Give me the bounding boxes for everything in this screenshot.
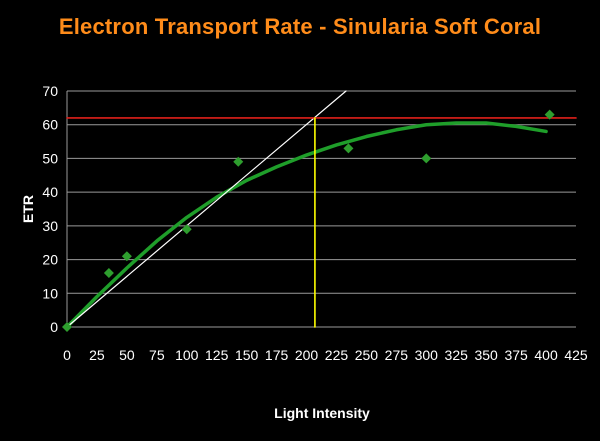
y-tick-label: 0 [50, 319, 58, 335]
series-line-1 [65, 121, 548, 329]
x-tick-label: 125 [205, 347, 229, 363]
series-line-2 [66, 90, 347, 328]
x-tick-label: 375 [504, 347, 528, 363]
y-tick-labels: 0 10 20 30 40 50 60 70 [42, 83, 58, 335]
data-point [421, 153, 432, 164]
x-tick-label: 300 [415, 347, 439, 363]
x-tick-label: 0 [63, 347, 71, 363]
y-tick-label: 60 [42, 117, 58, 133]
data-point [343, 143, 354, 154]
y-tick-label: 30 [42, 218, 58, 234]
y-tick-label: 70 [42, 83, 58, 99]
y-tick-label: 20 [42, 252, 58, 268]
x-tick-label: 275 [385, 347, 409, 363]
y-axis-title: ETR [20, 195, 36, 223]
chart-title: Electron Transport Rate - Sinularia Soft… [58, 14, 542, 39]
data-point [544, 109, 555, 120]
data-point [121, 251, 132, 262]
x-tick-label: 325 [445, 347, 469, 363]
grid-lines [66, 90, 576, 328]
x-tick-label: 150 [235, 347, 259, 363]
x-tick-label: 225 [325, 347, 349, 363]
data-point [181, 224, 192, 235]
y-tick-label: 40 [42, 184, 58, 200]
x-tick-label: 250 [355, 347, 379, 363]
x-tick-label: 400 [534, 347, 558, 363]
x-tick-label: 350 [474, 347, 498, 363]
x-axis-title: Light Intensity [274, 405, 370, 421]
x-tick-labels: 0 25 50 75 100 125 150 175 200 225 250 275 300 325 350… [63, 347, 588, 363]
data-point [103, 268, 114, 279]
y-tick-label: 10 [42, 285, 58, 301]
x-tick-label: 100 [175, 347, 199, 363]
data-point [233, 156, 244, 167]
x-tick-label: 75 [149, 347, 165, 363]
data-point [62, 322, 72, 332]
y-tick-label: 50 [42, 150, 58, 166]
x-tick-label: 200 [295, 347, 319, 363]
x-tick-label: 50 [119, 347, 135, 363]
x-tick-label: 175 [265, 347, 289, 363]
x-tick-label: 425 [564, 347, 588, 363]
x-tick-label: 25 [89, 347, 105, 363]
series-layer [62, 90, 577, 332]
